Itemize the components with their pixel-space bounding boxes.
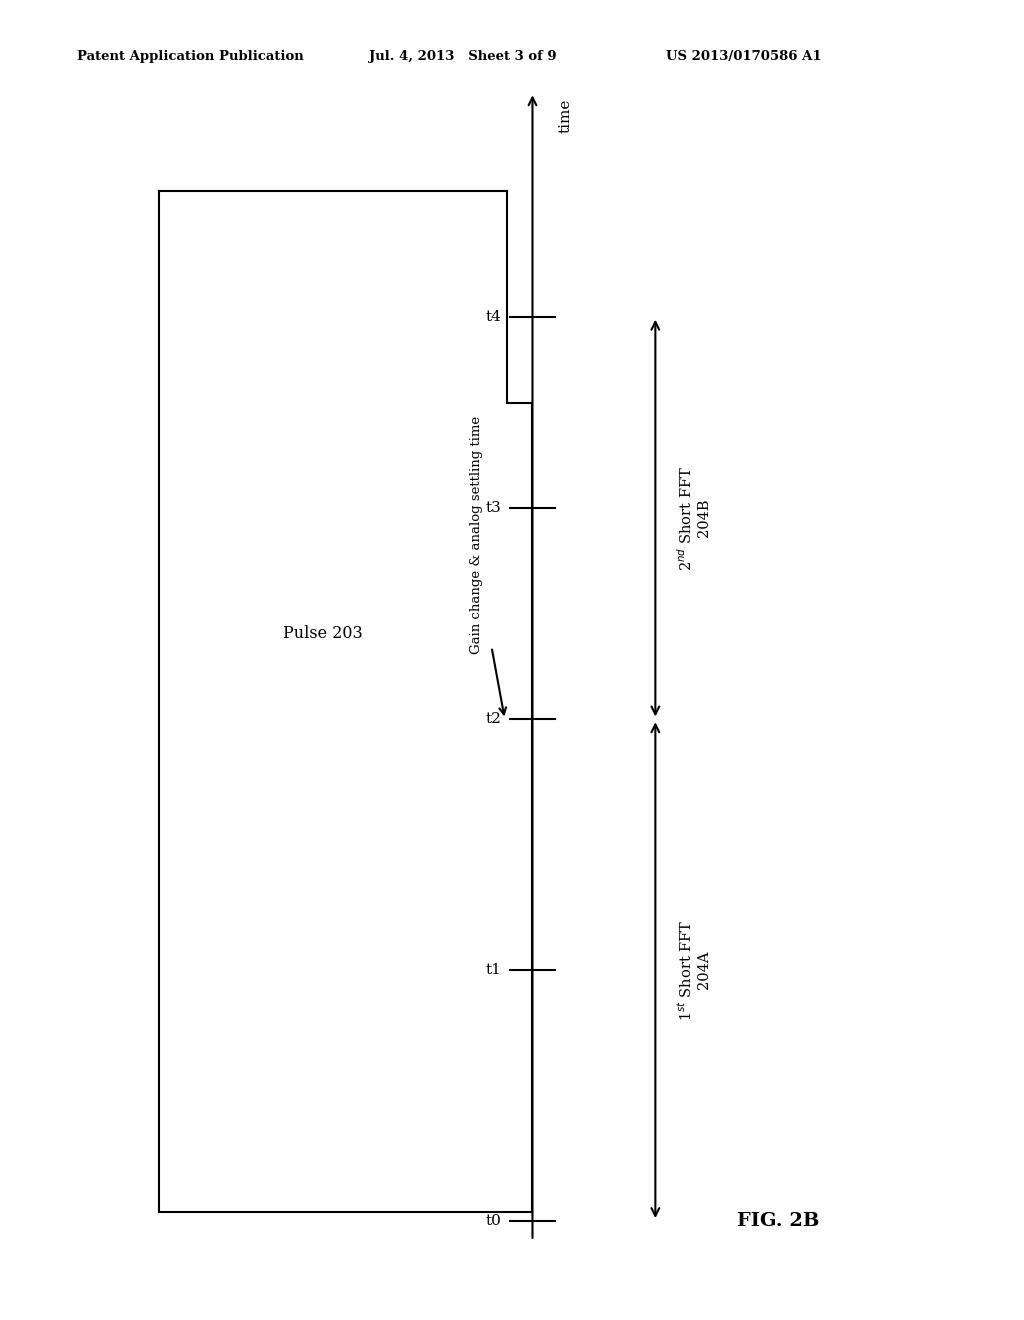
Text: Gain change & analog settling time: Gain change & analog settling time [470,416,482,653]
Text: t1: t1 [485,964,502,977]
Text: 2$^{nd}$ Short FFT
204B: 2$^{nd}$ Short FFT 204B [676,466,711,570]
Text: t2: t2 [485,713,502,726]
Text: FIG. 2B: FIG. 2B [737,1212,819,1230]
Text: Jul. 4, 2013   Sheet 3 of 9: Jul. 4, 2013 Sheet 3 of 9 [369,50,556,63]
Text: t3: t3 [486,502,502,515]
Text: 1$^{st}$ Short FFT
204A: 1$^{st}$ Short FFT 204A [676,920,711,1020]
Text: t0: t0 [485,1214,502,1228]
Text: Patent Application Publication: Patent Application Publication [77,50,303,63]
Text: Pulse 203: Pulse 203 [283,626,362,642]
Text: US 2013/0170586 A1: US 2013/0170586 A1 [666,50,821,63]
Text: t4: t4 [485,310,502,323]
Text: time: time [558,99,572,133]
